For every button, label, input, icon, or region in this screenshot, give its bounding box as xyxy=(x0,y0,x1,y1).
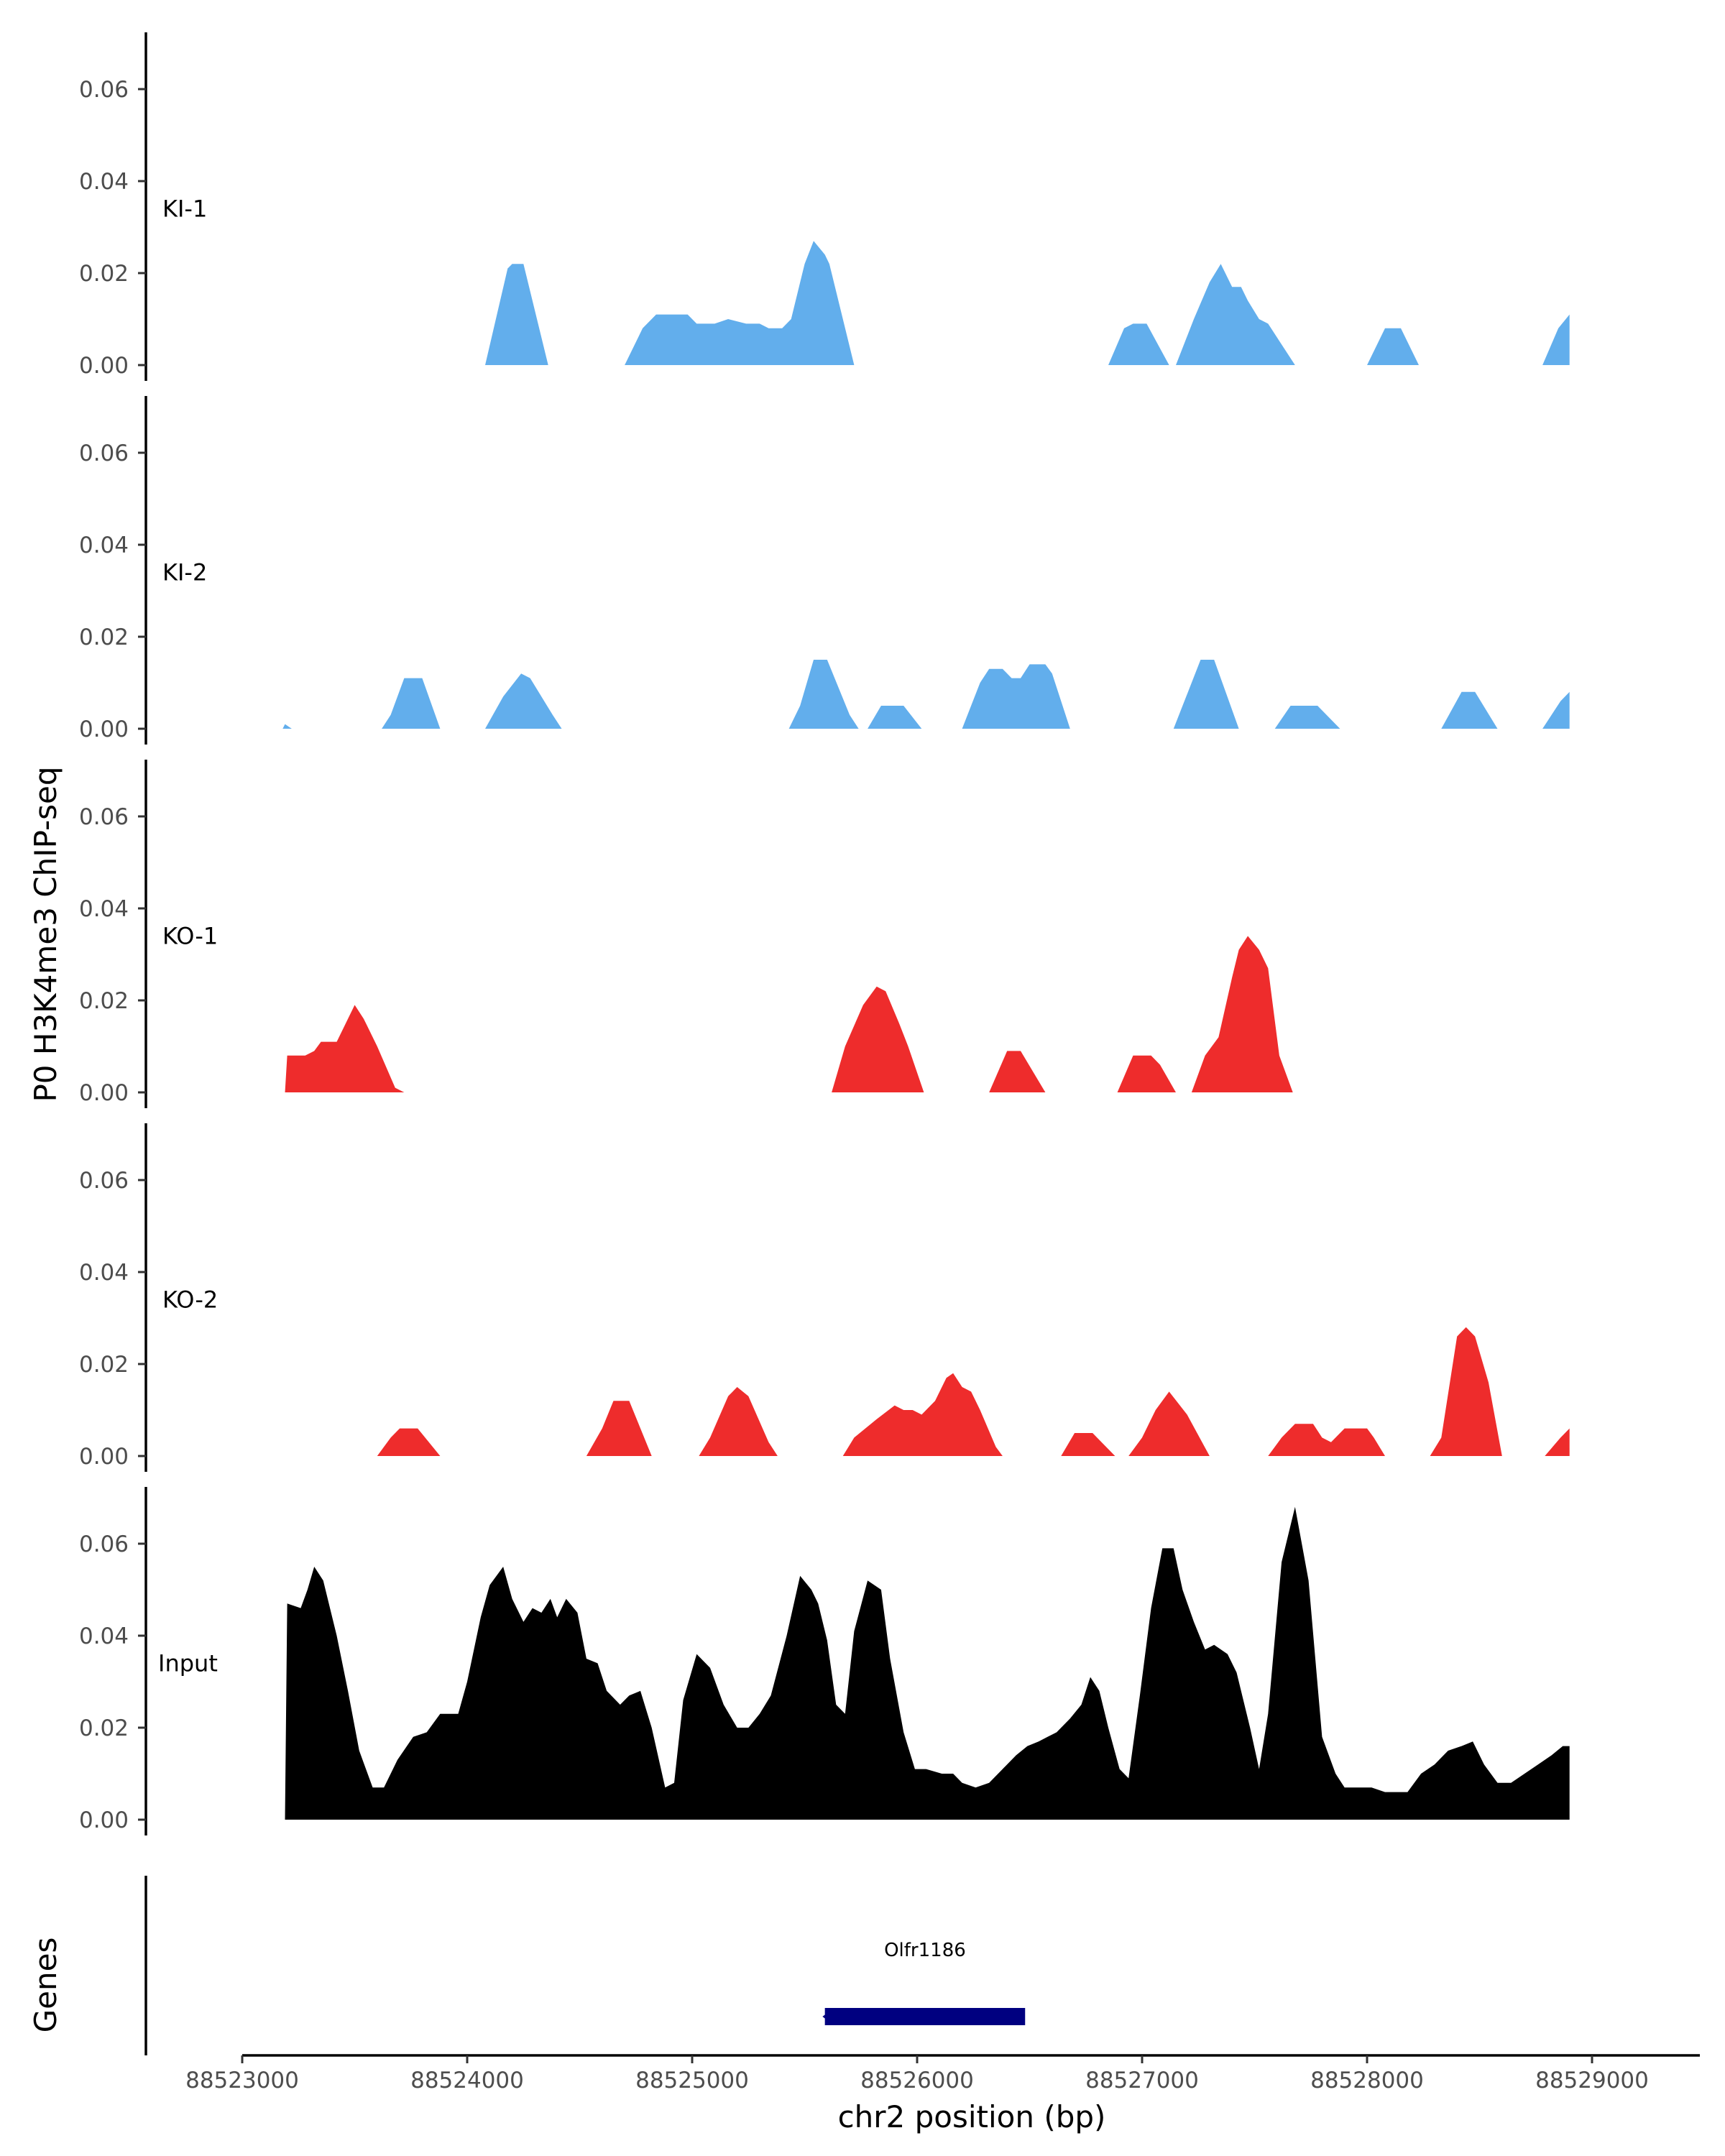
track-label: KI-2 xyxy=(162,558,207,586)
coverage-area xyxy=(842,1373,1003,1456)
y-tick-label: 0.02 xyxy=(79,1352,129,1378)
y-tick-label: 0.06 xyxy=(79,77,129,103)
coverage-area xyxy=(788,660,859,729)
coverage-area xyxy=(285,1506,1570,1820)
y-tick-label: 0.00 xyxy=(79,1080,129,1106)
track-label: Input xyxy=(158,1649,218,1677)
strand-arrow xyxy=(822,2009,834,2024)
y-tick-label: 0.02 xyxy=(79,1715,129,1741)
coverage-area xyxy=(1268,1424,1385,1456)
y-tick-label: 0.06 xyxy=(79,441,129,466)
coverage-area xyxy=(699,1387,778,1456)
coverage-area xyxy=(1117,1055,1176,1092)
coverage-area xyxy=(1128,1391,1210,1456)
coverage-area xyxy=(282,724,292,729)
coverage-area xyxy=(1430,1327,1502,1456)
tracks-layer: 0.00 0.02 0.04 0.06 KI-1 0.00 0.02 0.04 0.06 KI-2… xyxy=(79,32,1570,1835)
track-ko-2: 0.00 0.02 0.04 0.06 KO-2 xyxy=(79,1123,1570,1472)
y-tick-label: 0.02 xyxy=(79,988,129,1014)
y-tick-label: 0.00 xyxy=(79,1807,129,1833)
y-tick-label: 0.04 xyxy=(79,896,129,922)
coverage-area xyxy=(868,706,922,729)
track-label: KO-2 xyxy=(162,1286,218,1313)
y-tick-label: 0.04 xyxy=(79,1623,129,1649)
y-tick-label: 0.04 xyxy=(79,169,129,195)
coverage-area xyxy=(586,1401,652,1456)
coverage-area xyxy=(625,241,855,365)
y-axis-title: P0 H3K4me3 ChIP-seq xyxy=(28,766,63,1102)
coverage-area xyxy=(1173,660,1239,729)
y-tick-label: 0.06 xyxy=(79,1168,129,1194)
x-tick-label: 88525000 xyxy=(635,2068,749,2093)
coverage-area xyxy=(485,264,548,365)
genes-panel: Genes Olfr1186 xyxy=(28,1876,1026,2055)
coverage-area xyxy=(1545,1428,1570,1456)
coverage-area xyxy=(285,1005,405,1092)
genes-track-label: Genes xyxy=(28,1938,63,2033)
coverage-area xyxy=(1542,314,1570,365)
x-tick-label: 88524000 xyxy=(410,2068,524,2093)
y-tick-label: 0.02 xyxy=(79,261,129,287)
x-axis: 88523000 88524000 88525000 88526000 88527000… xyxy=(185,2054,1700,2093)
coverage-area xyxy=(1061,1433,1116,1456)
gene-body xyxy=(824,2008,1026,2025)
coverage-area xyxy=(1108,323,1169,365)
track-ki-2: 0.00 0.02 0.04 0.06 KI-2 xyxy=(79,396,1570,745)
coverage-area xyxy=(1274,706,1340,729)
coverage-area xyxy=(377,1428,441,1456)
x-tick-label: 88527000 xyxy=(1085,2068,1199,2093)
x-tick-label: 88523000 xyxy=(185,2068,299,2093)
track-input: 0.00 0.02 0.04 0.06 Input xyxy=(79,1487,1570,1835)
y-tick-label: 0.00 xyxy=(79,717,129,742)
coverage-area xyxy=(1441,691,1498,729)
x-tick-label: 88526000 xyxy=(860,2068,974,2093)
coverage-area xyxy=(382,678,441,729)
track-ko-1: 0.00 0.02 0.04 0.06 KO-1 xyxy=(79,760,1293,1108)
x-tick-label: 88529000 xyxy=(1535,2068,1649,2093)
y-tick-label: 0.06 xyxy=(79,804,129,830)
y-tick-label: 0.00 xyxy=(79,353,129,379)
y-tick-label: 0.04 xyxy=(79,1260,129,1286)
coverage-area xyxy=(1367,328,1419,365)
gene-name-label: Olfr1186 xyxy=(884,1940,966,1961)
y-tick-label: 0.00 xyxy=(79,1444,129,1470)
coverage-area xyxy=(485,673,562,729)
track-ki-1: 0.00 0.02 0.04 0.06 KI-1 xyxy=(79,32,1570,381)
y-tick-label: 0.02 xyxy=(79,625,129,650)
track-label: KO-1 xyxy=(162,922,218,949)
coverage-area xyxy=(1191,936,1293,1092)
coverage-area xyxy=(962,664,1070,729)
coverage-area xyxy=(1542,691,1570,729)
y-tick-label: 0.06 xyxy=(79,1531,129,1557)
track-label: KI-1 xyxy=(162,195,207,222)
x-axis-title: chr2 position (bp) xyxy=(838,2099,1106,2134)
coverage-area xyxy=(832,986,924,1092)
coverage-area xyxy=(989,1051,1046,1092)
y-tick-label: 0.04 xyxy=(79,533,129,558)
x-tick-label: 88528000 xyxy=(1310,2068,1424,2093)
coverage-area xyxy=(1176,264,1295,365)
